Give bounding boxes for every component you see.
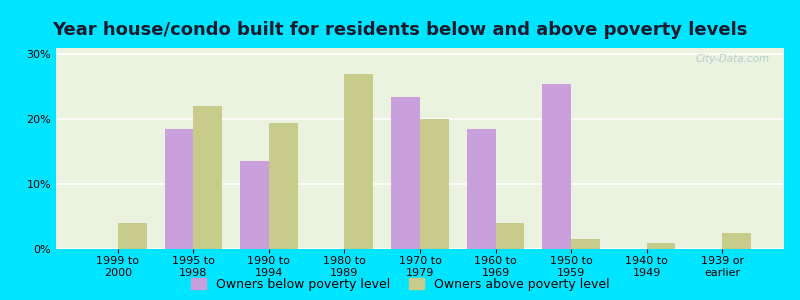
Bar [571, 239, 600, 249]
Bar [646, 242, 675, 249]
Bar [118, 223, 146, 249]
Bar [240, 161, 269, 249]
Bar [269, 123, 298, 249]
Text: Year house/condo built for residents below and above poverty levels: Year house/condo built for residents bel… [52, 21, 748, 39]
Bar [722, 233, 751, 249]
Legend: Owners below poverty level, Owners above poverty level: Owners below poverty level, Owners above… [190, 278, 610, 291]
Bar [495, 223, 524, 249]
Bar [391, 97, 420, 249]
Bar [420, 119, 449, 249]
Bar [194, 106, 222, 249]
Bar [165, 129, 194, 249]
Bar [467, 129, 495, 249]
Text: City-Data.com: City-Data.com [695, 54, 770, 64]
Bar [542, 84, 571, 249]
Bar [345, 74, 373, 249]
